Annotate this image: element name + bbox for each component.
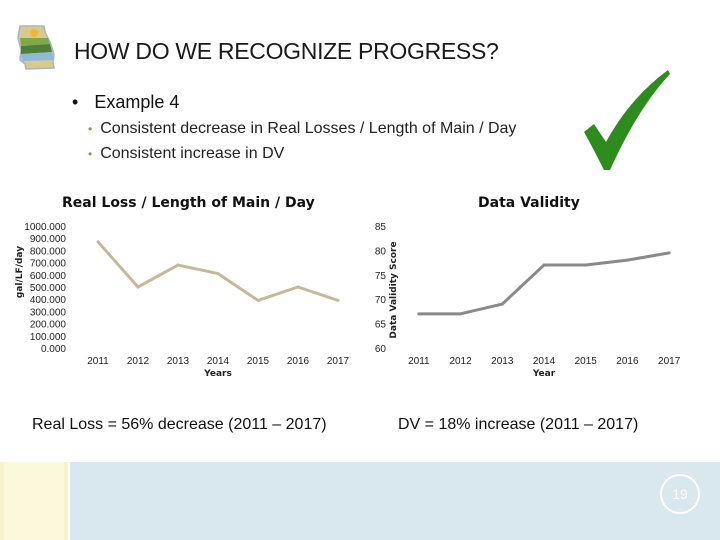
bullet-dot: • <box>72 92 79 112</box>
data-point <box>584 263 588 267</box>
y-tick-label: 500.000 <box>30 283 67 294</box>
y-tick-label: 1000.000 <box>24 222 66 233</box>
sub-bullet-1: • Consistent decrease in Real Losses / Le… <box>88 120 516 138</box>
data-point <box>296 285 300 289</box>
data-point <box>542 263 546 267</box>
x-tick-label: 2011 <box>408 356 430 367</box>
x-tick-label: 2016 <box>616 356 639 367</box>
y-tick-label: 70 <box>375 295 387 306</box>
x-tick-label: 2013 <box>167 356 190 367</box>
left-chart-title: Real Loss / Length of Main / Day <box>62 195 315 211</box>
x-tick-label: 2017 <box>658 356 681 367</box>
x-tick-label: 2014 <box>533 356 556 367</box>
data-point <box>136 285 140 289</box>
checkmark-icon <box>584 70 670 170</box>
y-axis-label: gal/LF/day <box>15 246 25 298</box>
data-point <box>417 312 421 316</box>
x-tick-label: 2011 <box>87 356 109 367</box>
y-tick-label: 100.000 <box>30 332 67 343</box>
data-point <box>96 240 100 244</box>
data-point <box>625 258 629 262</box>
y-tick-label: 800.000 <box>30 246 67 257</box>
y-tick-label: 200.000 <box>30 320 67 331</box>
x-axis-label: Year <box>532 369 556 379</box>
x-tick-label: 2016 <box>287 356 310 367</box>
sub-bullet-dot: • <box>88 122 93 136</box>
main-bullet-text: Example 4 <box>94 92 180 112</box>
sub-bullet-text: Consistent decrease in Real Losses / Len… <box>100 120 517 137</box>
right-chart-title: Data Validity <box>478 195 580 211</box>
y-axis-label: Data Validity Score <box>389 241 399 338</box>
y-tick-label: 300.000 <box>30 307 67 318</box>
left-caption: Real Loss = 56% decrease (2011 – 2017) <box>32 416 327 433</box>
data-point <box>500 302 504 306</box>
data-point <box>667 251 671 255</box>
main-bullet: • Example 4 <box>72 92 179 113</box>
x-axis-label: Years <box>203 369 232 379</box>
page-number: 19 <box>660 474 700 514</box>
x-tick-label: 2013 <box>491 356 514 367</box>
y-tick-label: 600.000 <box>30 271 67 282</box>
sub-bullet-2: • Consistent increase in DV <box>88 145 284 163</box>
sub-bullet-text: Consistent increase in DV <box>100 145 285 162</box>
footer-bar <box>70 462 720 540</box>
data-point <box>459 312 463 316</box>
data-point <box>336 298 340 302</box>
page-title: HOW DO WE RECOGNIZE PROGRESS? <box>74 38 499 64</box>
y-tick-label: 65 <box>375 320 387 331</box>
x-tick-label: 2015 <box>575 356 598 367</box>
x-tick-label: 2014 <box>207 356 230 367</box>
series-line <box>418 251 670 316</box>
x-tick-label: 2015 <box>247 356 270 367</box>
y-tick-label: 0.000 <box>41 344 66 355</box>
y-tick-label: 900.000 <box>30 234 67 245</box>
y-tick-label: 80 <box>375 246 387 257</box>
data-point <box>216 272 220 276</box>
data-point <box>256 298 260 302</box>
sub-bullet-dot: • <box>88 147 93 161</box>
footer-left-inner <box>4 462 64 540</box>
x-tick-label: 2012 <box>449 356 472 367</box>
series-line <box>96 240 339 302</box>
georgia-logo <box>17 25 55 70</box>
right-caption: DV = 18% increase (2011 – 2017) <box>398 416 639 433</box>
data-point <box>176 263 180 267</box>
y-tick-label: 60 <box>375 344 387 355</box>
x-tick-label: 2012 <box>127 356 150 367</box>
y-tick-label: 85 <box>375 222 387 233</box>
y-tick-label: 400.000 <box>30 295 67 306</box>
x-tick-label: 2017 <box>327 356 350 367</box>
y-tick-label: 700.000 <box>30 259 67 270</box>
y-tick-label: 75 <box>375 271 387 282</box>
